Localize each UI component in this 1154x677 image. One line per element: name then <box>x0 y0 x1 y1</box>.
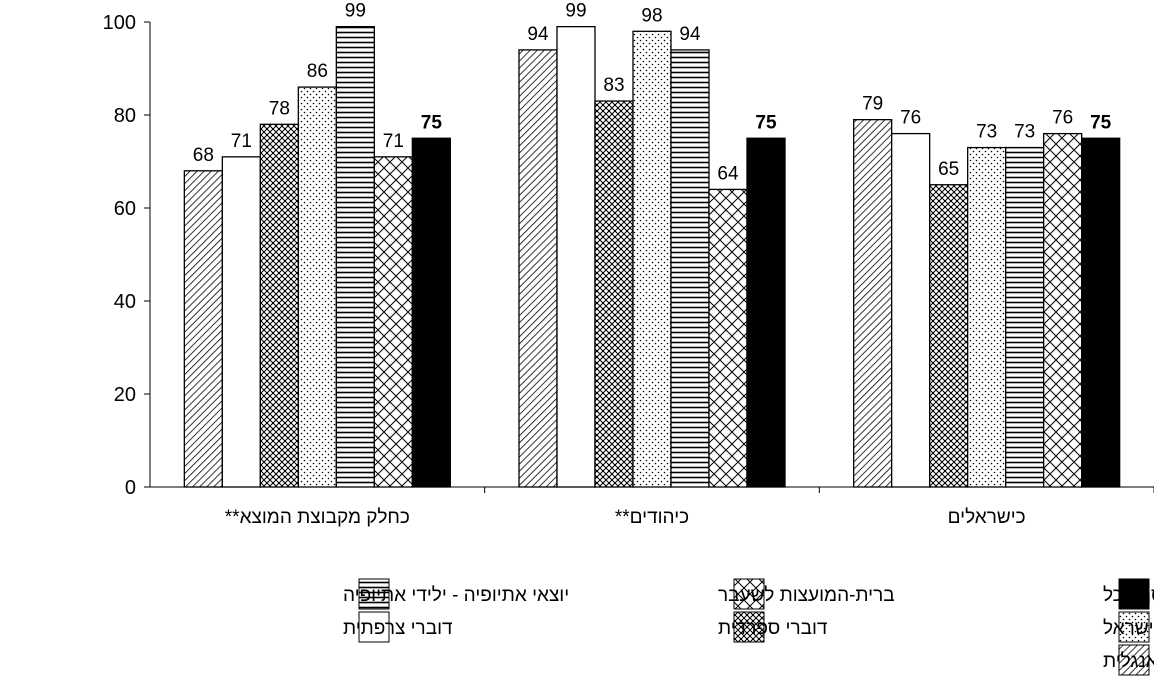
legend-swatch <box>1118 644 1150 676</box>
bar <box>1005 146 1045 488</box>
data-label: 86 <box>307 61 328 82</box>
data-label: 76 <box>1052 108 1073 129</box>
bar <box>853 119 893 488</box>
bar <box>594 100 634 488</box>
data-label: 99 <box>345 1 366 22</box>
legend-label: ברית-המועצות לשעבר <box>718 585 895 606</box>
legend-label: יוצאי אתיופיה - ילידי ישראל <box>1103 618 1154 639</box>
bar <box>632 30 672 488</box>
data-label: 73 <box>1014 122 1035 143</box>
y-tick-label: 40 <box>114 291 136 313</box>
bar <box>556 25 596 488</box>
bar <box>259 123 299 488</box>
y-tick-label: 0 <box>125 477 136 499</box>
data-label: 75 <box>755 112 777 133</box>
data-label: 73 <box>976 122 997 143</box>
data-label: 94 <box>679 24 701 45</box>
bar <box>373 156 413 488</box>
data-label: 83 <box>603 75 624 96</box>
y-tick-label: 20 <box>114 384 136 406</box>
data-label: 68 <box>193 145 214 166</box>
legend-label: יוצאי אתיופיה - ילידי אתיופיה <box>343 585 569 606</box>
bar <box>183 170 223 488</box>
bars <box>183 25 1121 488</box>
legend-swatch <box>733 578 765 610</box>
data-label: 64 <box>717 163 739 184</box>
bar <box>708 188 748 488</box>
data-label: 75 <box>1090 112 1112 133</box>
data-label: 71 <box>231 131 252 152</box>
y-tick-label: 100 <box>103 12 136 34</box>
legend-label: דוברי צרפתית <box>343 618 453 639</box>
legend-label: דוברי אנגלית <box>1103 651 1154 672</box>
legend-label: סך-הכל <box>1103 585 1154 606</box>
legend-swatch <box>358 578 390 610</box>
y-tick-label: 80 <box>114 105 136 127</box>
legend-swatch <box>1118 611 1150 643</box>
category-label: כישראלים <box>948 507 1026 528</box>
bar <box>221 156 261 488</box>
bar <box>297 86 337 488</box>
data-label: 94 <box>527 24 549 45</box>
data-label: 76 <box>900 108 921 129</box>
bar <box>518 49 558 488</box>
data-label: 65 <box>938 159 959 180</box>
bar <box>670 49 710 488</box>
bar <box>1043 132 1083 488</box>
legend-swatch <box>733 611 765 643</box>
value-labels: 68 71 78 86 99 71 75 94 99 83 98 94 64 75 79 76 65 73 73 76… <box>193 1 1112 185</box>
bar <box>335 25 375 488</box>
legend-swatch <box>358 611 390 643</box>
legend-label: דוברי ספרדית <box>718 618 828 639</box>
y-tick-label: 60 <box>114 198 136 220</box>
data-label: 79 <box>862 94 883 115</box>
data-label: 75 <box>421 112 443 133</box>
data-label: 99 <box>565 1 586 22</box>
data-label: 78 <box>269 98 290 119</box>
legend-swatch <box>1118 578 1150 610</box>
axes: 0 20 40 60 80 100 כחלק מקבוצת המוצא** כיהודים**… <box>103 12 1154 528</box>
legend: סך-הכל יוצאי אתיופיה - ילידי ישראל דוברי א… <box>343 578 1154 676</box>
bar <box>967 146 1007 488</box>
bar <box>1081 137 1121 488</box>
bar <box>746 137 786 488</box>
bar <box>411 137 451 488</box>
category-label: כיהודים** <box>615 507 689 528</box>
data-label: 98 <box>641 5 662 26</box>
bar <box>891 132 931 488</box>
bar <box>929 184 969 488</box>
category-label: כחלק מקבוצת המוצא** <box>225 507 410 528</box>
data-label: 71 <box>383 131 404 152</box>
